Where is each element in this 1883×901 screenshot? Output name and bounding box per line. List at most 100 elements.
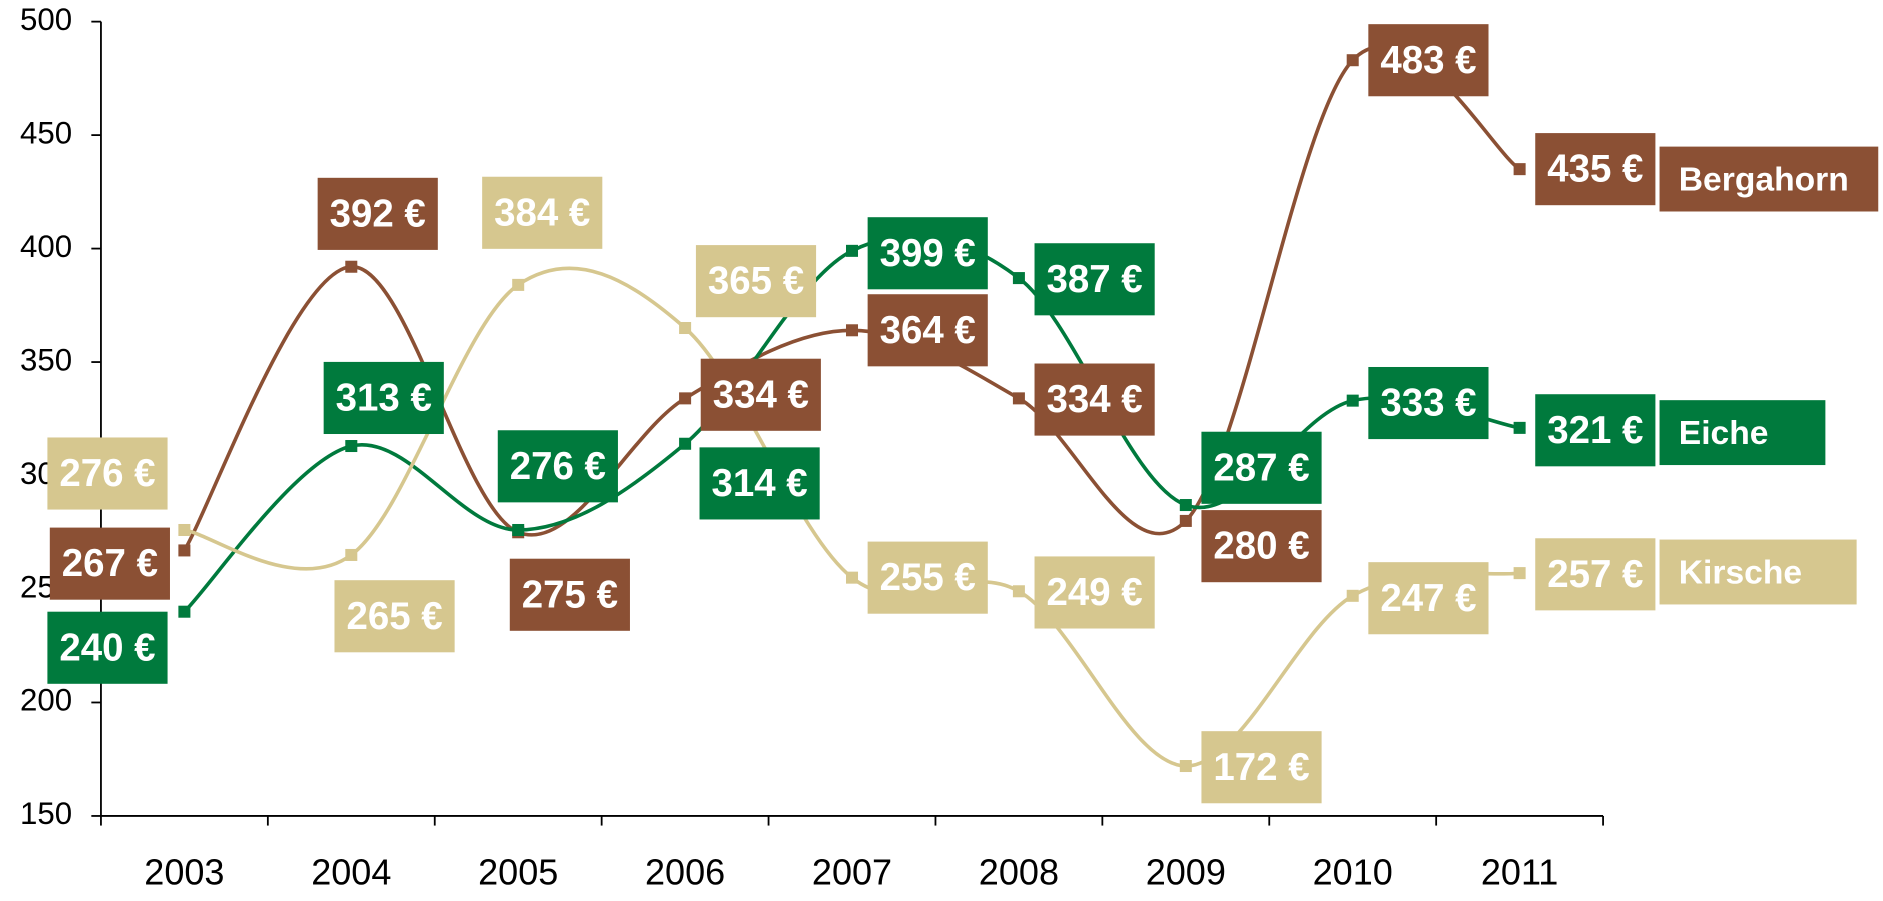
marker — [345, 548, 358, 561]
value-label: 172 € — [1213, 746, 1309, 789]
value-label: 313 € — [336, 377, 432, 420]
marker — [512, 523, 525, 537]
value-label-box — [1535, 133, 1656, 206]
value-label: 275 € — [522, 573, 618, 616]
x-tick-label: 2008 — [979, 851, 1059, 892]
series-name: Bergahorn — [1679, 161, 1849, 198]
value-label-box — [323, 361, 444, 435]
value-label-box — [1368, 562, 1489, 635]
value-label-box — [317, 177, 438, 250]
value-label: 399 € — [880, 232, 976, 275]
value-label-box — [1201, 431, 1322, 504]
series-name-box — [1659, 400, 1826, 466]
value-label: 321 € — [1547, 409, 1643, 452]
y-tick-label: 200 — [20, 683, 72, 718]
value-label: 280 € — [1213, 525, 1309, 568]
value-label: 334 € — [1047, 378, 1143, 421]
marker — [845, 324, 859, 337]
value-label: 276 € — [510, 445, 606, 488]
marker — [679, 322, 692, 335]
x-tick-label: 2011 — [1481, 851, 1559, 892]
marker — [345, 440, 358, 453]
value-label: 333 € — [1380, 382, 1476, 425]
value-label-box — [1201, 731, 1322, 804]
value-label-box — [509, 558, 630, 631]
value-label-box — [1201, 510, 1322, 583]
value-label-box — [334, 580, 455, 653]
value-label-box — [699, 447, 820, 520]
value-label: 392 € — [330, 192, 426, 235]
value-label-box — [1368, 366, 1489, 440]
value-label-box — [47, 437, 168, 510]
value-label-box — [700, 358, 821, 431]
value-label-box — [1368, 24, 1489, 97]
marker — [679, 437, 692, 450]
x-tick-label: 2007 — [812, 851, 892, 892]
value-label: 267 € — [62, 542, 158, 585]
value-label: 435 € — [1547, 148, 1643, 191]
marker — [1513, 567, 1526, 580]
marker — [1012, 392, 1025, 405]
value-label: 364 € — [880, 309, 976, 352]
marker — [679, 392, 692, 405]
marker — [1179, 514, 1192, 527]
value-label-box — [867, 294, 988, 367]
x-tick-label: 2003 — [144, 851, 224, 892]
marker — [512, 278, 525, 291]
marker — [1179, 499, 1192, 512]
marker — [1513, 163, 1526, 176]
marker — [178, 544, 191, 557]
marker — [845, 244, 859, 257]
y-tick-label: 150 — [20, 796, 72, 831]
x-tick-label: 2009 — [1146, 851, 1226, 892]
marker — [1012, 272, 1025, 285]
value-label: 255 € — [880, 556, 976, 599]
value-label: 240 € — [59, 626, 155, 669]
value-label-box — [497, 430, 618, 503]
value-label: 365 € — [708, 260, 804, 303]
series-name: Eiche — [1679, 415, 1769, 452]
value-label: 287 € — [1213, 446, 1309, 489]
value-label: 276 € — [59, 452, 155, 495]
value-label-box — [482, 176, 603, 249]
value-label: 257 € — [1547, 553, 1643, 596]
y-tick-label: 500 — [20, 2, 72, 37]
value-label: 265 € — [346, 595, 442, 638]
x-tick-label: 2004 — [311, 851, 391, 892]
value-label-box — [1034, 556, 1155, 629]
y-tick-label: 450 — [20, 115, 72, 150]
marker — [1179, 760, 1192, 773]
x-tick-label: 2006 — [645, 851, 725, 892]
x-tick-label: 2010 — [1313, 851, 1393, 892]
value-label: 483 € — [1380, 39, 1476, 82]
marker — [178, 605, 191, 618]
value-label-box — [1535, 394, 1656, 467]
value-label-box — [1034, 363, 1155, 436]
series-name-box — [1659, 146, 1879, 212]
marker — [1346, 394, 1359, 407]
value-label: 387 € — [1047, 258, 1143, 301]
value-label-box — [1034, 243, 1155, 316]
marker — [1513, 421, 1526, 434]
x-tick-label: 2005 — [478, 851, 558, 892]
marker — [1346, 589, 1359, 602]
series-name-box — [1659, 539, 1857, 605]
value-label: 247 € — [1380, 577, 1476, 620]
marker — [1012, 585, 1025, 598]
value-label-box — [867, 217, 988, 290]
series-line — [184, 266, 1520, 768]
marker — [1346, 54, 1359, 67]
value-label: 334 € — [713, 373, 809, 416]
value-label-box — [1535, 538, 1656, 611]
series-name: Kirsche — [1679, 554, 1802, 591]
marker — [845, 571, 859, 584]
value-label: 384 € — [494, 191, 590, 234]
marker — [178, 523, 191, 537]
value-label-box — [47, 611, 168, 684]
value-label-box — [695, 245, 817, 318]
value-label: 249 € — [1047, 571, 1143, 614]
marker — [345, 260, 358, 273]
y-tick-label: 400 — [20, 229, 72, 264]
